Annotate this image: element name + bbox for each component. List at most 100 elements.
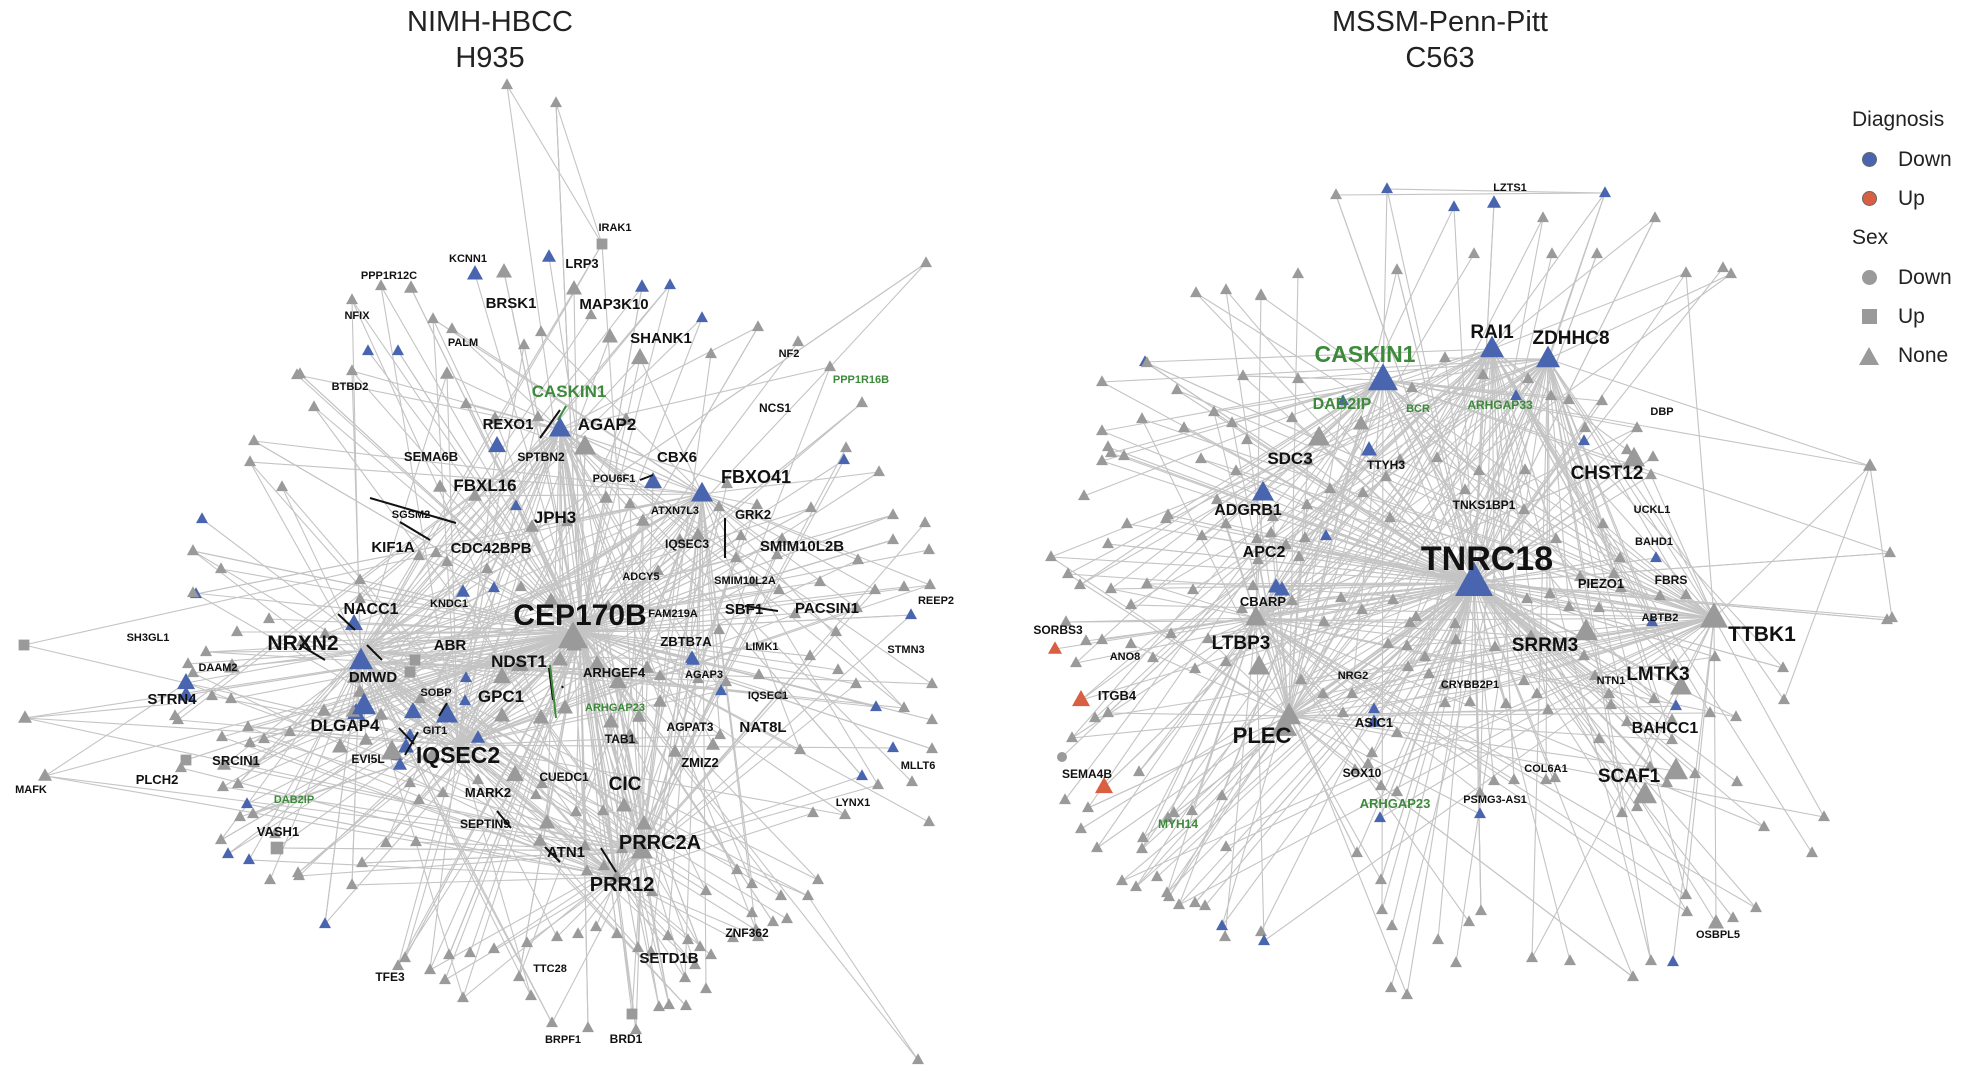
right-gene-node — [1689, 767, 1701, 779]
label-leader-line — [639, 474, 654, 481]
left-gene-node — [532, 410, 544, 422]
right-gene-node — [1141, 356, 1153, 368]
left-gene-node — [631, 347, 649, 365]
network-edge — [1424, 617, 1715, 658]
network-edge — [1491, 348, 1622, 589]
right-gene-label: SCAF1 — [1598, 766, 1661, 787]
left-gene-node — [354, 573, 366, 585]
network-edge — [1200, 458, 1715, 619]
right-gene-node — [1419, 650, 1431, 662]
left-gene-node — [598, 859, 610, 871]
right-diagnosis-down-node — [1374, 811, 1386, 823]
network-edge — [641, 353, 712, 852]
right-gene-node — [1089, 711, 1101, 723]
left-diagnosis-down-node — [715, 684, 727, 696]
network-edge — [1491, 348, 1612, 706]
network-edge — [1531, 358, 1549, 959]
right-gene-node — [1116, 874, 1128, 886]
network-edge — [602, 493, 703, 812]
right-gene-node — [1449, 617, 1461, 629]
left-gene-node — [550, 96, 562, 108]
right-gene-node — [1489, 640, 1501, 652]
left-gene-node — [506, 764, 524, 782]
network-edge — [559, 428, 714, 746]
right-gene-node — [1196, 529, 1208, 541]
network-edge — [1379, 617, 1715, 819]
left-gene-label: AGAP3 — [685, 669, 723, 681]
right-gene-node — [1317, 687, 1329, 699]
left-gene-node — [346, 364, 358, 376]
network-edge — [360, 660, 553, 1024]
blue-dot-icon — [1861, 152, 1877, 167]
network-edge — [1547, 358, 1628, 723]
right-gene-node — [1060, 615, 1072, 627]
right-gene-node — [1247, 579, 1259, 591]
left-diagnosis-down-node — [222, 847, 234, 859]
right-gene-label: ANO8 — [1110, 651, 1141, 663]
label-leader-line — [557, 405, 567, 421]
network-edge — [1255, 617, 1470, 923]
network-edge — [24, 703, 173, 719]
left-gene-label: SGSM2 — [392, 509, 431, 521]
left-gene-node — [898, 580, 910, 592]
network-edge — [1547, 358, 1673, 741]
right-gene-node — [1596, 394, 1608, 406]
network-edge — [187, 650, 361, 665]
network-edge — [1685, 617, 1715, 896]
left-gene-node — [414, 692, 426, 704]
right-gene-node — [1537, 211, 1549, 223]
right-gene-node — [1280, 538, 1292, 550]
left-gene-node — [804, 649, 816, 661]
network-edge — [1201, 348, 1493, 537]
right-gene-node — [1406, 381, 1418, 393]
network-edge — [1626, 449, 1715, 619]
label-leader-line — [539, 409, 561, 439]
network-edge — [351, 370, 362, 662]
right-gene-label: ITGB4 — [1098, 688, 1137, 703]
left-gene-node — [752, 930, 764, 942]
network-edge — [518, 493, 703, 978]
network-edge — [457, 744, 757, 931]
network-edge — [1176, 389, 1475, 584]
network-edge — [457, 471, 880, 746]
network-edge — [1386, 188, 1606, 194]
right-gene-node — [1141, 577, 1153, 589]
network-edge — [1156, 582, 1475, 878]
right-gene-node — [1195, 452, 1207, 464]
network-edge — [1396, 582, 1475, 793]
network-edge — [1288, 715, 1825, 818]
left-gene-node — [472, 773, 484, 785]
left-diagnosis-down-node — [352, 692, 376, 715]
right-gene-node — [1574, 570, 1586, 582]
network-edge — [1437, 348, 1493, 941]
network-edge — [205, 650, 361, 653]
network-edge — [298, 493, 703, 877]
network-edge — [1255, 617, 1547, 781]
right-gene-node — [1133, 765, 1145, 777]
left-gene-node — [566, 280, 582, 295]
left-gene-node — [354, 592, 366, 604]
network-edge — [359, 579, 581, 633]
left-diagnosis-down-node — [404, 701, 422, 719]
right-gene-node — [1750, 901, 1762, 913]
right-gene-node — [1147, 651, 1159, 663]
network-edge — [1469, 582, 1475, 703]
left-gene-label: STMN3 — [887, 644, 924, 656]
right-diagnosis-down-node — [1670, 699, 1682, 711]
network-edge — [650, 493, 703, 953]
right-gene-node — [1230, 464, 1242, 476]
legend-item-sex-down: Down — [1852, 258, 1962, 297]
network-edge — [1713, 465, 1871, 619]
network-edge — [579, 631, 618, 935]
right-gene-node — [1165, 627, 1177, 639]
left-sex-up-node — [270, 841, 284, 855]
left-gene-node — [912, 1053, 924, 1065]
network-edge — [1473, 217, 1544, 584]
network-edge — [701, 493, 707, 990]
legend-item-diagnosis-up: Up — [1852, 179, 1962, 218]
network-edge — [462, 428, 561, 593]
right-diagnosis-up-node — [1072, 689, 1090, 707]
left-gene-node — [530, 788, 542, 800]
right-gene-node — [1578, 649, 1590, 661]
network-edge — [237, 650, 361, 785]
